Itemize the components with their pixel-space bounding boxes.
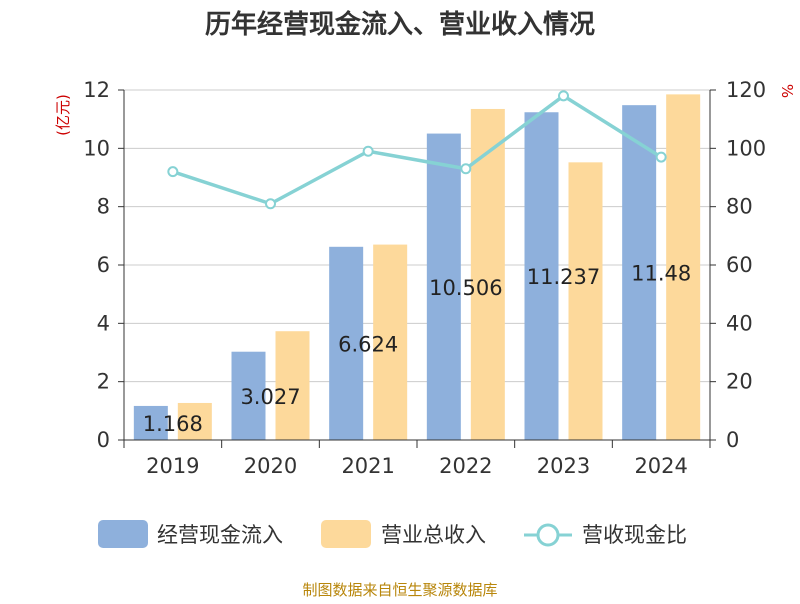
bar-revenue[interactable] xyxy=(666,94,701,440)
legend-item-cash-inflow[interactable]: 经营现金流入 xyxy=(98,520,283,548)
data-label-cash-inflow: 10.506 xyxy=(429,276,502,300)
data-label-cash-inflow: 1.168 xyxy=(143,412,203,436)
bars xyxy=(133,94,701,441)
legend-swatch-revenue xyxy=(321,520,371,548)
left-tick-label: 0 xyxy=(97,428,110,452)
right-tick-label: 100 xyxy=(726,136,766,160)
right-tick-label: 60 xyxy=(726,253,753,277)
left-tick-label: 2 xyxy=(97,370,110,394)
legend-label-cash-inflow: 经营现金流入 xyxy=(157,523,283,547)
data-labels: 1.168 3.027 6.624 10.506 11.237 11.48 xyxy=(143,262,691,436)
legend: 经营现金流入 营业总收入 营收现金比 xyxy=(98,520,687,548)
ratio-point[interactable] xyxy=(265,198,276,210)
legend-swatch-cash-inflow xyxy=(98,520,148,548)
x-tick-label: 2020 xyxy=(244,454,297,478)
ratio-point[interactable] xyxy=(362,145,374,157)
data-label-cash-inflow: 11.237 xyxy=(527,265,600,289)
legend-label-revenue: 营业总收入 xyxy=(381,523,486,547)
data-label-cash-inflow: 6.624 xyxy=(338,332,398,356)
left-tick-label: 12 xyxy=(83,78,110,102)
grid-lines xyxy=(124,89,710,383)
data-label-cash-inflow: 11.48 xyxy=(631,262,691,286)
bar-revenue[interactable] xyxy=(568,162,603,441)
right-axis-unit: % xyxy=(778,84,796,98)
data-label-cash-inflow: 3.027 xyxy=(240,385,300,409)
bar-cash-inflow[interactable] xyxy=(622,105,657,441)
left-tick-label: 8 xyxy=(97,195,110,219)
ratio-line-path xyxy=(172,94,663,206)
bar-cash-inflow[interactable] xyxy=(133,405,168,440)
legend-marker-ratio xyxy=(536,523,560,547)
ratio-point[interactable] xyxy=(167,166,179,178)
left-tick-label: 4 xyxy=(97,311,110,335)
source-note: 制图数据来自恒生聚源数据库 xyxy=(302,581,497,599)
left-tick-label: 6 xyxy=(97,253,110,277)
bar-revenue[interactable] xyxy=(275,331,310,440)
right-tick-label: 40 xyxy=(726,311,753,335)
x-tick-label: 2024 xyxy=(634,454,687,478)
bar-cash-inflow[interactable] xyxy=(231,351,266,440)
legend-label-ratio: 营收现金比 xyxy=(582,523,687,547)
bar-revenue[interactable] xyxy=(373,244,408,440)
bar-cash-inflow[interactable] xyxy=(524,112,559,441)
left-axis-unit: (亿元) xyxy=(54,94,72,136)
ratio-point[interactable] xyxy=(558,90,569,102)
chart-title: 历年经营现金流入、营业收入情况 xyxy=(205,9,595,40)
bar-revenue[interactable] xyxy=(470,108,505,440)
right-tick-label: 120 xyxy=(726,78,766,102)
right-tick-label: 0 xyxy=(726,428,739,452)
ratio-line xyxy=(167,90,667,210)
left-tick-label: 10 xyxy=(83,136,110,160)
ratio-point[interactable] xyxy=(460,163,472,175)
right-tick-label: 20 xyxy=(726,370,753,394)
legend-item-ratio[interactable]: 营收现金比 xyxy=(524,523,687,547)
bar-revenue[interactable] xyxy=(177,402,212,440)
x-tick-label: 2022 xyxy=(439,454,492,478)
right-tick-label: 80 xyxy=(726,195,753,219)
ratio-point[interactable] xyxy=(655,151,667,163)
x-tick-label: 2023 xyxy=(537,454,590,478)
legend-item-revenue[interactable]: 营业总收入 xyxy=(321,520,486,548)
x-tick-label: 2019 xyxy=(146,454,199,478)
bar-cash-inflow[interactable] xyxy=(329,246,364,440)
bar-cash-inflow[interactable] xyxy=(426,133,461,440)
x-tick-label: 2021 xyxy=(341,454,394,478)
